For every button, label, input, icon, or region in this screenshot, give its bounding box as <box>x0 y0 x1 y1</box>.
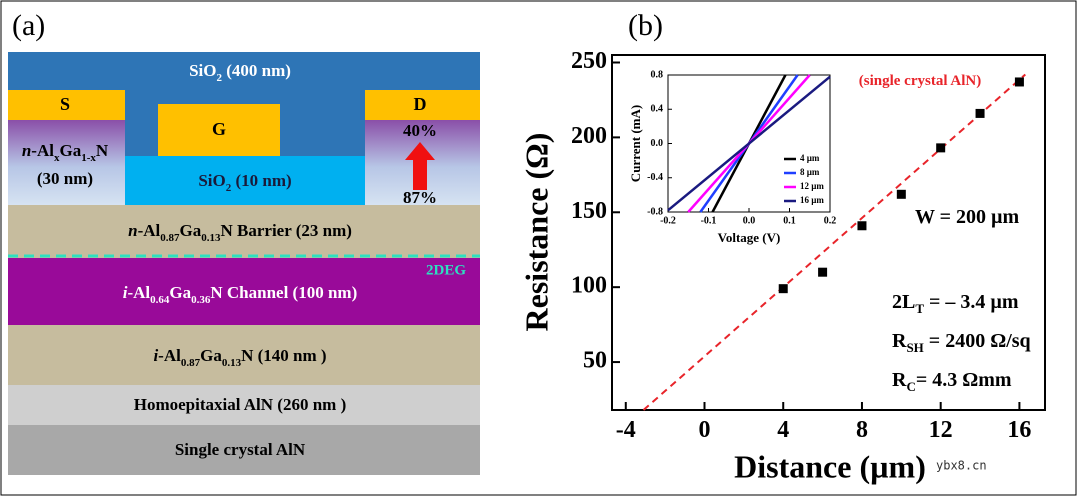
panel-label: (a) <box>12 9 45 42</box>
annotation: RC= 4.3 Ωmm <box>892 369 1012 395</box>
point <box>818 267 828 277</box>
legend-label: 4 µm <box>800 153 820 163</box>
label: 40% <box>403 121 437 140</box>
drain <box>365 90 480 120</box>
label: n-Al0.87Ga0.13N Barrier (23 nm) <box>128 221 352 244</box>
gate <box>158 104 280 156</box>
y-tick-label: 200 <box>571 123 607 149</box>
label: SiO2 (400 nm) <box>189 61 291 84</box>
x-axis-label: Voltage (V) <box>718 230 781 245</box>
y-tick-label: -0.8 <box>647 206 663 217</box>
buffer <box>8 325 480 385</box>
watermark: ybx8.cn <box>936 459 987 473</box>
panel-label: (b) <box>628 9 663 42</box>
annotation: (single crystal AlN) <box>859 73 981 89</box>
homoepitaxial <box>8 385 480 425</box>
y-tick-label: 100 <box>571 273 607 299</box>
label: n-AlxGa1-xN <box>22 141 109 164</box>
x-tick-label: 4 <box>777 417 789 443</box>
legend-label: 12 µm <box>800 181 824 191</box>
label: G <box>212 119 226 139</box>
diagram: (a) SiO2 (400 nm) S D G n-AlxGa1-xN (30 … <box>8 9 480 475</box>
source <box>8 90 125 120</box>
x-tick-label: -4 <box>616 417 636 443</box>
annotation: W = 200 µm <box>915 206 1020 228</box>
chart-b: (b) (single crystal AlN) W = 200 µm 2LT … <box>518 9 1030 484</box>
y-tick-label: -0.4 <box>647 172 663 183</box>
y-tick-label: 50 <box>583 348 607 374</box>
label: S <box>60 94 70 114</box>
label: (30 nm) <box>37 169 93 188</box>
fit-line <box>642 73 1026 411</box>
n-algan-left <box>8 120 125 205</box>
label: Single crystal AlN <box>175 440 306 459</box>
y-tick-label: 150 <box>571 198 607 224</box>
x-tick-label: 0.1 <box>783 215 796 226</box>
x-axis-label: Distance (µm) <box>734 448 926 484</box>
x-tick-label: 16 <box>1007 417 1031 443</box>
y-axis-label: Resistance (Ω) <box>518 133 554 332</box>
y-axis-label: Current (mA) <box>628 105 643 182</box>
point <box>975 108 985 118</box>
plot-frame <box>611 54 1046 411</box>
x-tick-label: -0.2 <box>660 215 676 226</box>
x-tick-label: 0.2 <box>824 215 837 226</box>
x-tick-label: -0.1 <box>701 215 717 226</box>
channel <box>8 258 480 325</box>
point <box>896 189 906 199</box>
x-tick-label: 0.0 <box>743 215 756 226</box>
gate-oxide <box>125 156 365 205</box>
label: i-Al0.64Ga0.36N Channel (100 nm) <box>123 283 358 306</box>
x-tick-label: 0 <box>699 417 711 443</box>
label: 2DEG <box>426 262 466 278</box>
arrow <box>405 142 435 190</box>
annotation: RSH = 2400 Ω/sq <box>892 330 1031 356</box>
label: i-Al0.87Ga0.13N (140 nm ) <box>153 346 326 369</box>
x-tick-label: 8 <box>856 417 868 443</box>
y-tick-label: 0.0 <box>651 138 664 149</box>
substrate <box>8 425 480 475</box>
legend-label: 8 µm <box>800 167 820 177</box>
point <box>1014 77 1024 87</box>
label: D <box>414 94 427 114</box>
point <box>778 284 788 294</box>
point <box>936 143 946 153</box>
barrier <box>8 205 480 258</box>
legend-label: 16 µm <box>800 195 824 205</box>
y-tick-label: 0.8 <box>651 69 664 80</box>
y-tick-label: 0.4 <box>651 104 664 115</box>
y-tick-label: 250 <box>571 48 607 74</box>
label: SiO2 (10 nm) <box>198 171 291 194</box>
label: Homoepitaxial AlN (260 nm ) <box>134 395 347 414</box>
series-line <box>667 75 831 212</box>
point <box>857 221 867 231</box>
x-tick-label: 12 <box>929 417 953 443</box>
annotation: 2LT = – 3.4 µm <box>892 291 1019 317</box>
label: 87% <box>403 188 437 207</box>
